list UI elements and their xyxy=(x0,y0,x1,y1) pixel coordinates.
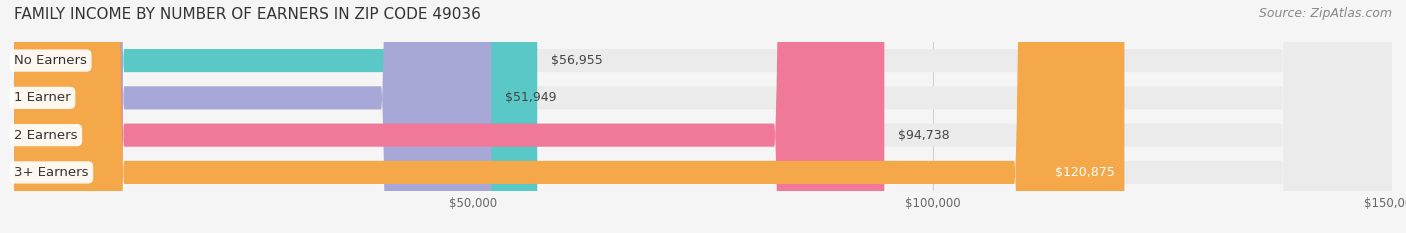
FancyBboxPatch shape xyxy=(14,0,1392,233)
Text: $94,738: $94,738 xyxy=(898,129,949,142)
Text: FAMILY INCOME BY NUMBER OF EARNERS IN ZIP CODE 49036: FAMILY INCOME BY NUMBER OF EARNERS IN ZI… xyxy=(14,7,481,22)
FancyBboxPatch shape xyxy=(14,0,1392,233)
FancyBboxPatch shape xyxy=(14,0,884,233)
FancyBboxPatch shape xyxy=(14,0,1392,233)
FancyBboxPatch shape xyxy=(14,0,491,233)
Text: 1 Earner: 1 Earner xyxy=(14,91,70,104)
FancyBboxPatch shape xyxy=(14,0,1125,233)
Text: 2 Earners: 2 Earners xyxy=(14,129,77,142)
Text: No Earners: No Earners xyxy=(14,54,87,67)
FancyBboxPatch shape xyxy=(14,0,537,233)
Text: 3+ Earners: 3+ Earners xyxy=(14,166,89,179)
Text: $120,875: $120,875 xyxy=(1056,166,1115,179)
Text: $51,949: $51,949 xyxy=(505,91,557,104)
FancyBboxPatch shape xyxy=(14,0,1392,233)
Text: Source: ZipAtlas.com: Source: ZipAtlas.com xyxy=(1258,7,1392,20)
Text: $56,955: $56,955 xyxy=(551,54,603,67)
